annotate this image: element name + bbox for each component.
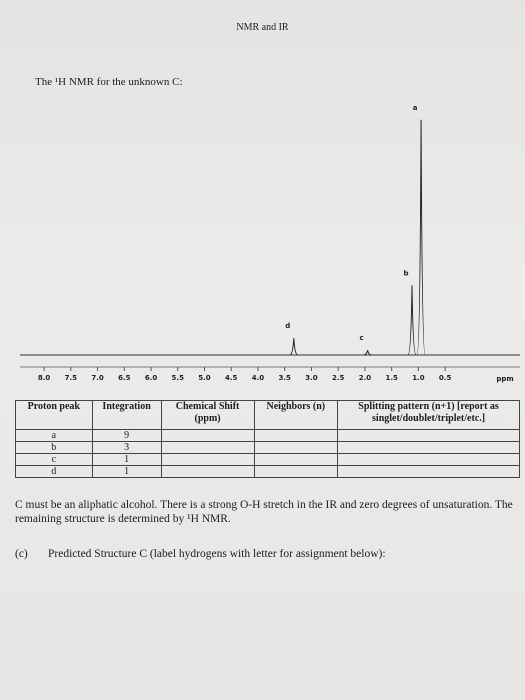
x-tick-label: 4.5 [225,374,238,382]
column-header: Proton peak [15,400,93,430]
note: C must be an aliphatic alcohol. There is… [15,499,513,525]
peak [416,119,426,356]
x-tick-label: 2.5 [332,374,345,382]
x-tick-label: 5.5 [172,374,185,382]
x-tick-label: 2.0 [359,374,372,382]
x-tick-label: 3.0 [305,374,318,382]
column-header: Neighbors (n) [253,400,339,430]
table-cell: a [15,429,93,442]
table-cell: 3 [91,441,162,454]
table-cell [253,453,339,466]
peak [289,338,298,356]
table-cell [160,441,255,454]
x-tick-label: 3.5 [279,374,292,382]
table-cell: d [15,465,93,478]
table-cell: b [15,441,93,454]
x-tick-label: 5.0 [198,374,211,382]
table-cell: 1 [91,465,162,478]
x-tick-label: 8.0 [38,374,51,382]
table-cell [160,465,255,478]
intro: The ¹H NMR for the unknown C: [35,76,183,88]
peak [407,285,417,356]
table-cell: 1 [91,453,162,466]
table-cell [337,429,520,442]
nmr-spectrum: 8.0 7.5 7.0 6.5 6.0 5.5 5.0 4.5 4.0 3.5 3.0 2.5 2.0 1… [20,104,520,383]
header-row: Proton peak Integration Chemical Shift (pp… [15,400,520,430]
table-cell: 9 [91,429,162,442]
table-cell [337,453,520,466]
x-tick-label: 0.5 [439,374,452,382]
x-tick-label: 7.0 [91,374,104,382]
x-tick-label: 7.5 [65,374,78,382]
peak-label: c [360,334,364,342]
column-header: Splitting pattern (n+1) [report as singl… [337,400,520,430]
table-cell [160,429,255,442]
table-cell: c [15,453,93,466]
data-table: Proton peak Integration Chemical Shift (pp… [15,400,520,478]
table-cell [337,465,520,478]
x-tick-label: 1.5 [385,374,398,382]
axis-unit: ppm [496,375,513,383]
table-cell [253,441,339,454]
table-cell [160,453,255,466]
page-title: NMR and IR [236,22,289,33]
peak-label: d [285,322,290,330]
x-tick-label: 1.0 [412,374,425,382]
table-cell [253,465,339,478]
column-header: Chemical Shift (ppm) [160,400,255,430]
x-tick-label: 6.0 [145,374,158,382]
peak-label: a [413,104,418,112]
x-tick-label: 6.5 [118,374,131,382]
peak [363,350,372,356]
x-tick-label: 4.0 [252,374,265,382]
table-cell [253,429,339,442]
question-text: Predicted Structure C (label hydrogens w… [48,548,386,560]
table-cell [337,441,520,454]
question-number: (c) [15,548,28,560]
peak-label: b [403,269,408,277]
column-header: Integration [91,400,162,430]
